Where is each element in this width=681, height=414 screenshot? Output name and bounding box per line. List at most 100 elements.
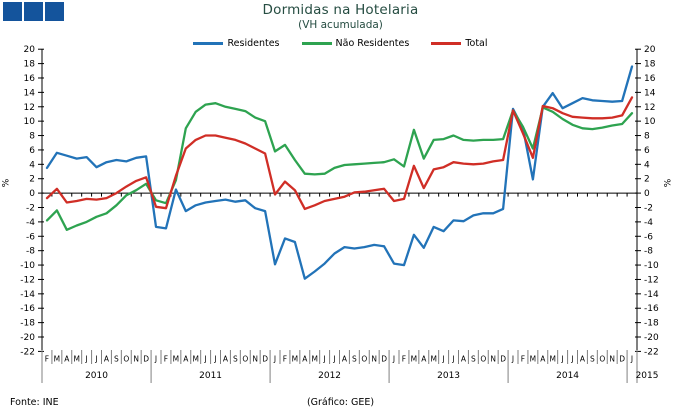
y-tick-label-right: -22 bbox=[644, 347, 659, 357]
month-label: S bbox=[352, 355, 357, 364]
y-tick-label-right: 6 bbox=[644, 146, 650, 156]
month-label: A bbox=[104, 355, 110, 364]
y-axis-unit-right: % bbox=[663, 178, 674, 188]
year-label: 2012 bbox=[318, 371, 341, 381]
credit-note: (Gráfico: GEE) bbox=[306, 397, 375, 408]
year-label: 2013 bbox=[437, 371, 460, 381]
y-tick-label-right: -8 bbox=[644, 247, 653, 257]
y-tick-label-right: -14 bbox=[644, 290, 659, 300]
legend-label: Total bbox=[465, 38, 488, 49]
month-label: N bbox=[490, 355, 496, 364]
month-label: J bbox=[392, 355, 395, 364]
y-tick-label-left: 18 bbox=[24, 60, 36, 70]
month-label: M bbox=[411, 355, 417, 364]
month-label: D bbox=[262, 355, 268, 364]
y-tick-label-left: 8 bbox=[29, 132, 35, 142]
legend-swatch-icon bbox=[431, 42, 462, 45]
month-label: O bbox=[123, 355, 129, 364]
y-tick-label-left: -8 bbox=[26, 247, 35, 257]
month-label: O bbox=[480, 355, 486, 364]
month-label: A bbox=[580, 355, 586, 364]
y-tick-label-left: -2 bbox=[26, 203, 35, 213]
y-tick-label-right: 20 bbox=[644, 45, 656, 55]
series-line-1 bbox=[45, 102, 634, 231]
chart-subtitle: (VH acumulada) bbox=[298, 19, 383, 31]
month-label: F bbox=[164, 355, 168, 364]
y-tick-label-right: 18 bbox=[644, 60, 656, 70]
legend-label: Não Residentes bbox=[335, 38, 410, 49]
month-label: N bbox=[252, 355, 258, 364]
month-label: M bbox=[54, 355, 60, 364]
legend-label: Residentes bbox=[227, 38, 280, 49]
y-tick-label-left: 16 bbox=[24, 74, 36, 84]
month-label: N bbox=[133, 355, 139, 364]
y-tick-label-left: -4 bbox=[26, 218, 35, 228]
month-label: J bbox=[204, 355, 207, 364]
y-tick-label-right: -12 bbox=[644, 275, 659, 285]
y-tick-label-right: 0 bbox=[644, 189, 650, 199]
y-tick-label-right: -6 bbox=[644, 232, 653, 242]
month-label: N bbox=[609, 355, 615, 364]
y-tick-label-left: 6 bbox=[29, 146, 35, 156]
month-label: M bbox=[311, 355, 317, 364]
y-tick-label-left: 4 bbox=[29, 160, 35, 170]
y-tick-label-left: -6 bbox=[26, 232, 35, 242]
legend-item-1: Não Residentes bbox=[301, 38, 410, 49]
y-tick-label-right: -18 bbox=[644, 319, 659, 329]
month-label: F bbox=[283, 355, 287, 364]
month-label: J bbox=[154, 355, 157, 364]
year-label: 2011 bbox=[199, 371, 222, 381]
month-label: O bbox=[361, 355, 367, 364]
month-label: A bbox=[461, 355, 467, 364]
y-tick-label-left: -10 bbox=[20, 261, 35, 271]
month-label: A bbox=[183, 355, 189, 364]
y-tick-label-left: -16 bbox=[20, 304, 35, 314]
month-label: F bbox=[521, 355, 525, 364]
legend-item-0: Residentes bbox=[193, 38, 280, 49]
y-tick-label-right: -20 bbox=[644, 333, 659, 343]
month-label: D bbox=[619, 355, 625, 364]
series-line-0 bbox=[45, 65, 634, 280]
month-label: J bbox=[323, 355, 326, 364]
month-label: A bbox=[64, 355, 70, 364]
month-label: M bbox=[549, 355, 555, 364]
month-label: F bbox=[45, 355, 49, 364]
month-label: O bbox=[242, 355, 248, 364]
y-tick-label-left: 14 bbox=[24, 88, 36, 98]
chart-title: Dormidas na Hotelaria bbox=[262, 2, 419, 18]
legend-swatch-icon bbox=[193, 42, 224, 45]
month-label: D bbox=[143, 355, 149, 364]
month-label: J bbox=[94, 355, 97, 364]
y-tick-label-right: 16 bbox=[644, 74, 656, 84]
legend-item-2: Total bbox=[431, 38, 488, 49]
y-tick-label-right: -4 bbox=[644, 218, 653, 228]
y-tick-label-left: -20 bbox=[20, 333, 35, 343]
month-label: A bbox=[540, 355, 546, 364]
month-label: J bbox=[630, 355, 633, 364]
y-tick-label-right: -2 bbox=[644, 203, 653, 213]
legend-swatch-icon bbox=[301, 42, 332, 45]
y-tick-label-right: -16 bbox=[644, 304, 659, 314]
month-label: M bbox=[173, 355, 179, 364]
month-label: A bbox=[421, 355, 427, 364]
year-label: 2010 bbox=[85, 371, 108, 381]
y-tick-label-right: 10 bbox=[644, 117, 656, 127]
month-label: M bbox=[292, 355, 298, 364]
month-label: J bbox=[85, 355, 88, 364]
month-label: S bbox=[114, 355, 119, 364]
y-tick-label-left: -22 bbox=[20, 347, 35, 357]
year-label: 2015 bbox=[636, 371, 659, 381]
y-tick-label-left: 10 bbox=[24, 117, 36, 127]
logo-square-icon bbox=[45, 2, 64, 21]
month-label: J bbox=[511, 355, 514, 364]
y-tick-label-right: 8 bbox=[644, 132, 650, 142]
month-label: A bbox=[302, 355, 308, 364]
y-tick-label-left: 0 bbox=[29, 189, 35, 199]
month-label: M bbox=[430, 355, 436, 364]
month-label: S bbox=[590, 355, 595, 364]
month-label: J bbox=[442, 355, 445, 364]
y-tick-label-left: 12 bbox=[24, 103, 35, 113]
month-label: F bbox=[402, 355, 406, 364]
